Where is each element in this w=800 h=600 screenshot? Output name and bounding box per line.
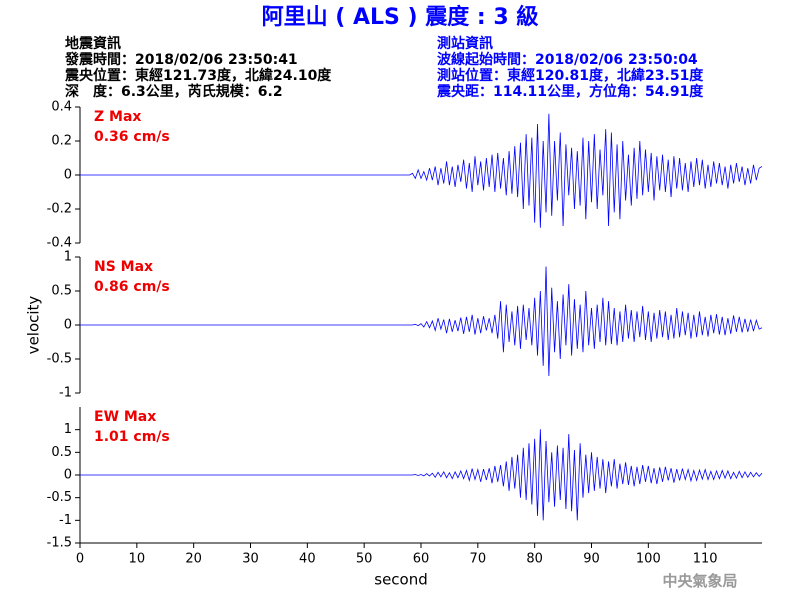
- waveform: [80, 429, 763, 521]
- station-line: 震央距：114.11公里，方位角：54.91度: [436, 83, 704, 100]
- x-tick-label: 10: [129, 552, 146, 567]
- y-tick-label: -0.2: [47, 202, 72, 217]
- x-axis-label: second: [374, 571, 428, 589]
- x-tick-label: 40: [299, 552, 316, 567]
- y-tick-label: 0: [64, 168, 72, 183]
- x-tick-label: 70: [470, 552, 487, 567]
- y-tick-label: 1: [64, 422, 72, 437]
- component-label: NS Max: [94, 259, 153, 275]
- max-value: 1.01 cm/s: [94, 429, 170, 445]
- y-tick-label: 0.5: [51, 284, 72, 299]
- info-line: 發震時間：2018/02/06 23:50:41: [64, 51, 298, 68]
- station-line: 測站位置：東經120.81度，北緯23.51度: [437, 67, 704, 84]
- info-heading: 地震資訊: [65, 35, 121, 52]
- waveform: [80, 113, 763, 228]
- x-tick-label: 100: [636, 552, 661, 567]
- x-tick-label: 20: [185, 552, 202, 567]
- max-value: 0.86 cm/s: [94, 279, 170, 295]
- y-tick-label: 0.4: [51, 100, 72, 115]
- waveform: [80, 266, 763, 377]
- component-label: Z Max: [94, 109, 141, 125]
- x-tick-label: 30: [242, 552, 259, 567]
- x-tick-label: 0: [76, 552, 84, 567]
- info-line: 深 度：6.3公里，芮氏規模：6.2: [65, 83, 283, 100]
- station-line: 波線起始時間：2018/02/06 23:50:04: [437, 51, 698, 68]
- y-tick-label: 0.2: [51, 134, 72, 149]
- y-tick-label: -1: [59, 513, 72, 528]
- y-tick-label: 0: [64, 318, 72, 333]
- y-tick-label: 0: [64, 468, 72, 483]
- x-tick-label: 110: [693, 552, 718, 567]
- info-line: 震央位置：東經121.73度，北緯24.10度: [64, 67, 332, 84]
- max-value: 0.36 cm/s: [94, 129, 170, 145]
- x-tick-label: 80: [526, 552, 543, 567]
- y-tick-label: -1.5: [47, 536, 72, 551]
- y-tick-label: 0.5: [51, 445, 72, 460]
- y-tick-label: -0.5: [47, 490, 72, 505]
- x-tick-label: 60: [413, 552, 430, 567]
- y-tick-label: -0.4: [47, 236, 72, 251]
- x-tick-label: 90: [583, 552, 600, 567]
- title: 阿里山 ( ALS ) 震度 : 3 級: [262, 4, 539, 30]
- watermark: 中央氣象局: [662, 572, 737, 590]
- y-tick-label: -1: [59, 386, 72, 401]
- x-tick-label: 50: [356, 552, 373, 567]
- y-tick-label: -0.5: [47, 352, 72, 367]
- station-heading: 測站資訊: [437, 35, 493, 52]
- y-tick-label: 1: [64, 250, 72, 265]
- y-axis-label: velocity: [25, 296, 43, 355]
- component-label: EW Max: [94, 409, 156, 425]
